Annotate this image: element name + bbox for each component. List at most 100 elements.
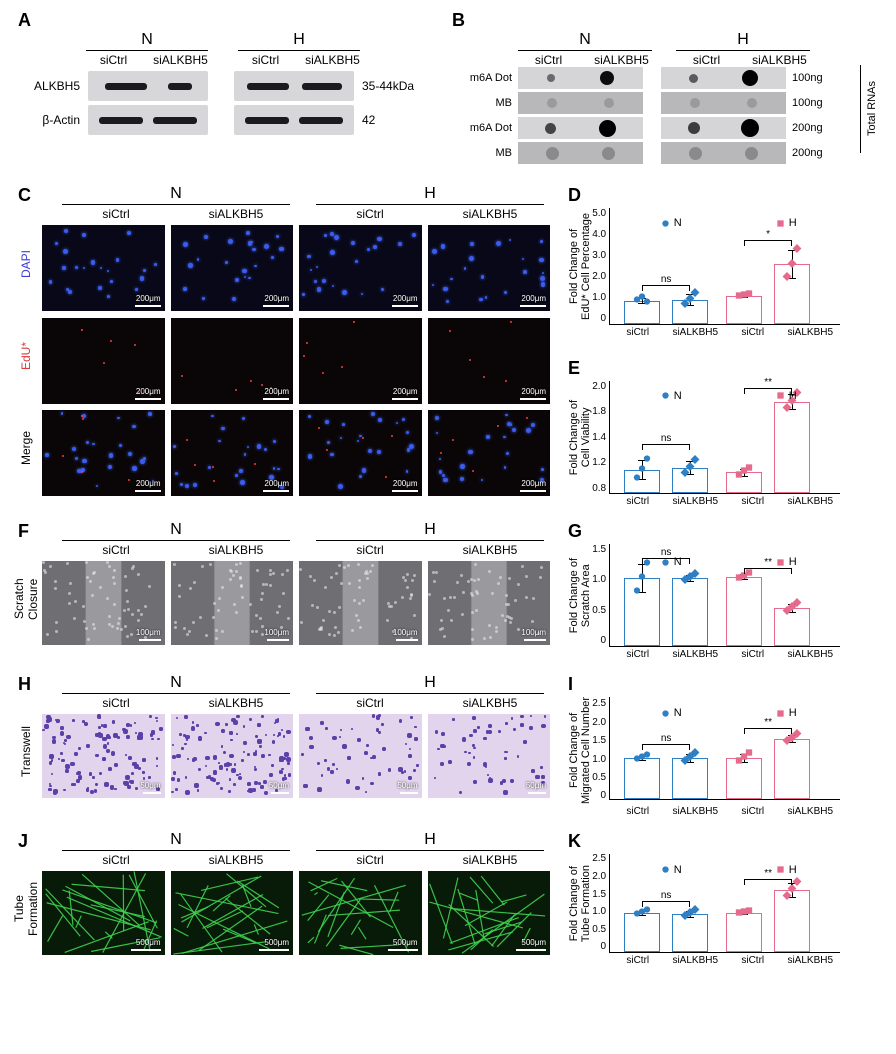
dot-row-label: MB xyxy=(452,147,512,159)
chart-letter: I xyxy=(568,674,878,695)
dot-ng: 100ng xyxy=(792,72,836,84)
treatment-label: siCtrl xyxy=(310,853,430,867)
y-tick: 1.5 xyxy=(592,736,606,746)
fluor-image: 200μm xyxy=(428,318,551,404)
chart-plot: ns**NH xyxy=(609,854,840,953)
dot-block xyxy=(518,67,643,89)
panel-c-rowlabel: EdU* xyxy=(18,313,34,399)
assay-image: 500μm xyxy=(428,871,551,955)
fluor-image: 200μm xyxy=(171,225,294,311)
y-tick: 4.0 xyxy=(592,230,606,240)
assay-image: 500μm xyxy=(42,871,165,955)
x-tick: siCtrl xyxy=(609,806,667,817)
wb-gel xyxy=(234,105,354,135)
assay-image: 500μm xyxy=(171,871,294,955)
dot-block xyxy=(518,92,643,114)
fluor-image: 200μm xyxy=(428,410,551,496)
treatment-label: siALKBH5 xyxy=(430,696,550,710)
sig-label: ** xyxy=(764,717,772,728)
chart-e: EFold Change of Cell Viability2.01.81.41… xyxy=(568,358,878,507)
data-point xyxy=(793,729,802,741)
chart-k: KFold Change of Tube Formation2.52.01.51… xyxy=(568,831,878,966)
x-tick: siCtrl xyxy=(724,806,782,817)
data-point xyxy=(691,455,700,467)
panel-c-rowlabel: DAPI xyxy=(18,221,34,307)
panel-a: A N siCtrl siALKBH5 H siCtrl xyxy=(18,10,428,167)
fluor-image: 200μm xyxy=(428,225,551,311)
data-point xyxy=(745,906,754,918)
chart-letter: G xyxy=(568,521,878,542)
data-point xyxy=(793,244,802,256)
treatment-label: siALKBH5 xyxy=(176,207,296,221)
x-tick: siCtrl xyxy=(609,955,667,966)
data-point xyxy=(633,586,642,598)
assay-image: 50μm xyxy=(299,714,422,798)
y-tick: 2.5 xyxy=(592,854,606,864)
y-tick: 2.0 xyxy=(592,272,606,282)
data-point xyxy=(691,569,700,581)
data-point xyxy=(783,272,792,284)
x-tick: siCtrl xyxy=(609,649,667,660)
treatment-label: siCtrl xyxy=(310,696,430,710)
chart-y-title: Fold Change of Tube Formation xyxy=(568,865,592,942)
cond-label: N xyxy=(56,185,296,203)
y-tick: 1.0 xyxy=(592,575,606,585)
legend-n: N xyxy=(661,390,682,402)
x-tick: siALKBH5 xyxy=(667,955,725,966)
dot-block xyxy=(661,117,786,139)
legend-n: N xyxy=(661,707,682,719)
legend-h: H xyxy=(776,707,797,719)
assay-image: 50μm xyxy=(42,714,165,798)
data-point xyxy=(745,748,754,760)
legend-h: H xyxy=(776,390,797,402)
x-tick: siALKBH5 xyxy=(667,496,725,507)
panelF-rowlabel: Scratch Closure xyxy=(18,557,34,641)
chart-letter: E xyxy=(568,358,878,379)
y-tick: 0 xyxy=(601,314,607,324)
sig-label: ns xyxy=(661,733,672,744)
sig-bracket: ns xyxy=(642,285,690,286)
cond-label: H xyxy=(310,185,550,203)
data-point xyxy=(788,259,797,271)
sig-bracket: ** xyxy=(744,388,792,389)
wb-kda: 42 xyxy=(362,113,424,127)
wb-row-label: β-Actin xyxy=(18,113,80,127)
assay-image: 100μm xyxy=(428,561,551,645)
y-tick: 0.5 xyxy=(592,773,606,783)
panel-j-letter: J xyxy=(18,831,40,852)
row-f: F NsiCtrlsiALKBH5HsiCtrlsiALKBH5 Scratch… xyxy=(18,521,878,660)
treatment-label: siALKBH5 xyxy=(430,207,550,221)
chart-y-title: Fold Change of Cell Viability xyxy=(568,400,592,475)
panel-h: H NsiCtrlsiALKBH5HsiCtrlsiALKBH5 Transwe… xyxy=(18,674,550,817)
cond-label: N xyxy=(56,831,296,849)
fluor-image: 200μm xyxy=(171,318,294,404)
panel-b-side-label: Total RNAs xyxy=(866,81,878,136)
dot-block xyxy=(661,92,786,114)
assay-image: 500μm xyxy=(299,871,422,955)
chart-letter: D xyxy=(568,185,878,206)
fluor-image: 200μm xyxy=(42,318,165,404)
chart-y-title: Fold Change of Migrated Cell Number xyxy=(568,697,592,804)
cond-h: H xyxy=(232,31,366,49)
treatment-label: siCtrl xyxy=(56,207,176,221)
assay-image: 100μm xyxy=(299,561,422,645)
cond-n: N xyxy=(80,31,214,49)
wb-row: ALKBH535-44kDa xyxy=(18,71,428,101)
bar xyxy=(726,758,762,799)
sig-label: ** xyxy=(764,377,772,388)
dot-row: m6A Dot200ng xyxy=(452,117,860,139)
panel-f: F NsiCtrlsiALKBH5HsiCtrlsiALKBH5 Scratch… xyxy=(18,521,550,660)
sig-label: ns xyxy=(661,890,672,901)
wb-gel xyxy=(88,105,208,135)
dot-block xyxy=(518,142,643,164)
x-tick: siALKBH5 xyxy=(667,327,725,338)
sig-label: * xyxy=(766,229,770,240)
treatment-label: siCtrl xyxy=(310,207,430,221)
fluor-image: 200μm xyxy=(42,410,165,496)
treatment-label: siALKBH5 xyxy=(176,696,296,710)
y-tick: 1.0 xyxy=(592,907,606,917)
x-tick: siCtrl xyxy=(609,327,667,338)
fluor-image: 200μm xyxy=(299,225,422,311)
panel-a-letter: A xyxy=(18,10,428,31)
bar xyxy=(672,758,708,799)
